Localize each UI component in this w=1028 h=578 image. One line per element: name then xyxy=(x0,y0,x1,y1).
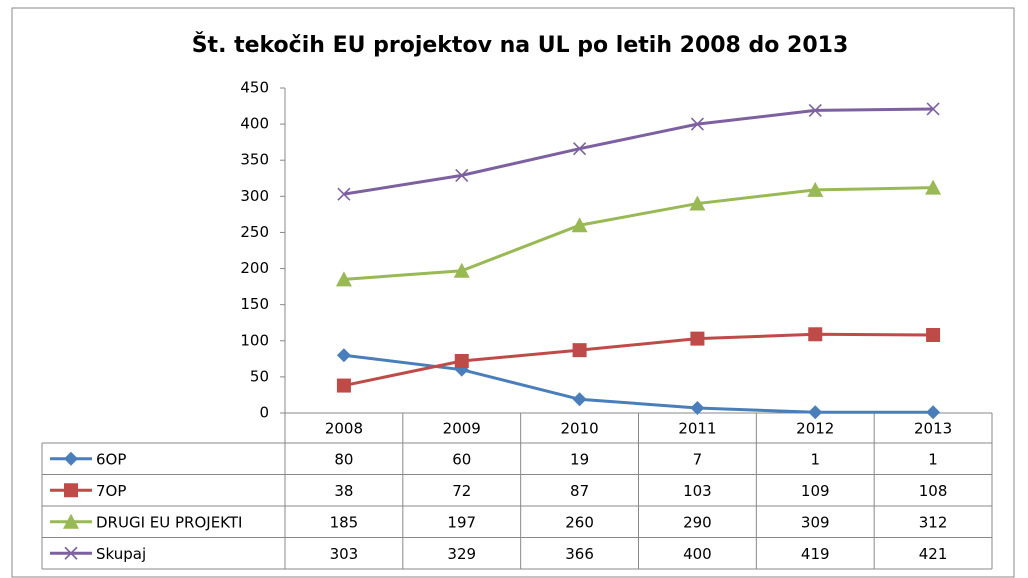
chart-border xyxy=(11,7,1015,578)
table-value: 109 xyxy=(801,482,830,500)
x-tick-label: 2011 xyxy=(678,420,716,438)
y-tick-label: 450 xyxy=(240,79,269,97)
x-tick-label: 2009 xyxy=(443,420,481,438)
legend-marker xyxy=(63,513,79,529)
table-value: 38 xyxy=(334,482,353,500)
data-point xyxy=(808,405,823,420)
x-tick-label: 2012 xyxy=(796,420,834,438)
table-value: 329 xyxy=(447,545,476,563)
data-point xyxy=(453,262,470,278)
y-tick-label: 50 xyxy=(250,367,269,385)
table-value: 72 xyxy=(452,482,471,500)
data-point xyxy=(335,271,352,287)
table-value: 185 xyxy=(330,513,359,531)
data-point xyxy=(926,102,940,116)
y-tick-label: 200 xyxy=(240,259,269,277)
data-point xyxy=(455,168,469,182)
legend-label: 7OP xyxy=(96,482,126,500)
y-tick-label: 300 xyxy=(240,187,269,205)
table-value: 103 xyxy=(683,482,712,500)
legend-marker xyxy=(64,546,78,560)
table-value: 108 xyxy=(919,482,948,500)
data-point xyxy=(336,348,351,363)
x-tick-label: 2008 xyxy=(325,420,363,438)
table-value: 419 xyxy=(801,545,830,563)
table-value: 290 xyxy=(683,513,712,531)
y-tick-label: 150 xyxy=(240,295,269,313)
table-value: 421 xyxy=(919,545,948,563)
x-tick-label: 2013 xyxy=(914,420,952,438)
y-tick-label: 0 xyxy=(259,404,269,422)
legend-marker xyxy=(64,483,78,498)
data-point xyxy=(572,392,587,407)
series-line xyxy=(343,107,934,196)
y-tick-label: 250 xyxy=(240,223,269,241)
data-point xyxy=(925,179,942,195)
data-point xyxy=(926,328,941,342)
data-point xyxy=(573,142,587,156)
data-point xyxy=(690,331,705,346)
series-line xyxy=(343,353,934,414)
data-point xyxy=(690,400,705,415)
data-point xyxy=(337,187,351,201)
table-value: 366 xyxy=(565,545,594,563)
series-line xyxy=(343,186,934,281)
legend-marker xyxy=(64,451,78,466)
legend-label: Skupaj xyxy=(96,545,146,563)
x-tick-label: 2010 xyxy=(560,420,598,438)
data-point xyxy=(572,343,587,358)
table-value: 400 xyxy=(683,545,712,563)
data-point xyxy=(571,217,588,233)
y-tick-label: 100 xyxy=(240,331,269,349)
data-point xyxy=(808,103,822,117)
table-value: 19 xyxy=(570,450,589,468)
table-value: 1 xyxy=(928,450,938,468)
data-point xyxy=(689,195,706,211)
data-point xyxy=(926,405,941,420)
table-value: 87 xyxy=(570,482,589,500)
data-point xyxy=(807,181,824,197)
legend-label: 6OP xyxy=(96,450,126,468)
legend-label: DRUGI EU PROJEKTI xyxy=(96,513,242,531)
table-value: 1 xyxy=(810,450,820,468)
data-point xyxy=(336,378,351,393)
data-point xyxy=(690,117,704,131)
y-tick-label: 350 xyxy=(240,151,269,169)
table-value: 303 xyxy=(330,545,359,563)
data-point xyxy=(454,354,469,368)
y-tick-label: 400 xyxy=(240,115,269,133)
chart-title: Št. tekočih EU projektov na UL po letih … xyxy=(192,32,849,58)
table-value: 197 xyxy=(447,513,476,531)
table-value: 309 xyxy=(801,513,830,531)
table-value: 7 xyxy=(693,450,703,468)
table-value: 80 xyxy=(334,450,353,468)
table-value: 260 xyxy=(565,513,594,531)
table-value: 312 xyxy=(919,513,948,531)
table-value: 60 xyxy=(452,450,471,468)
series-line xyxy=(343,332,934,388)
data-point xyxy=(808,327,823,342)
